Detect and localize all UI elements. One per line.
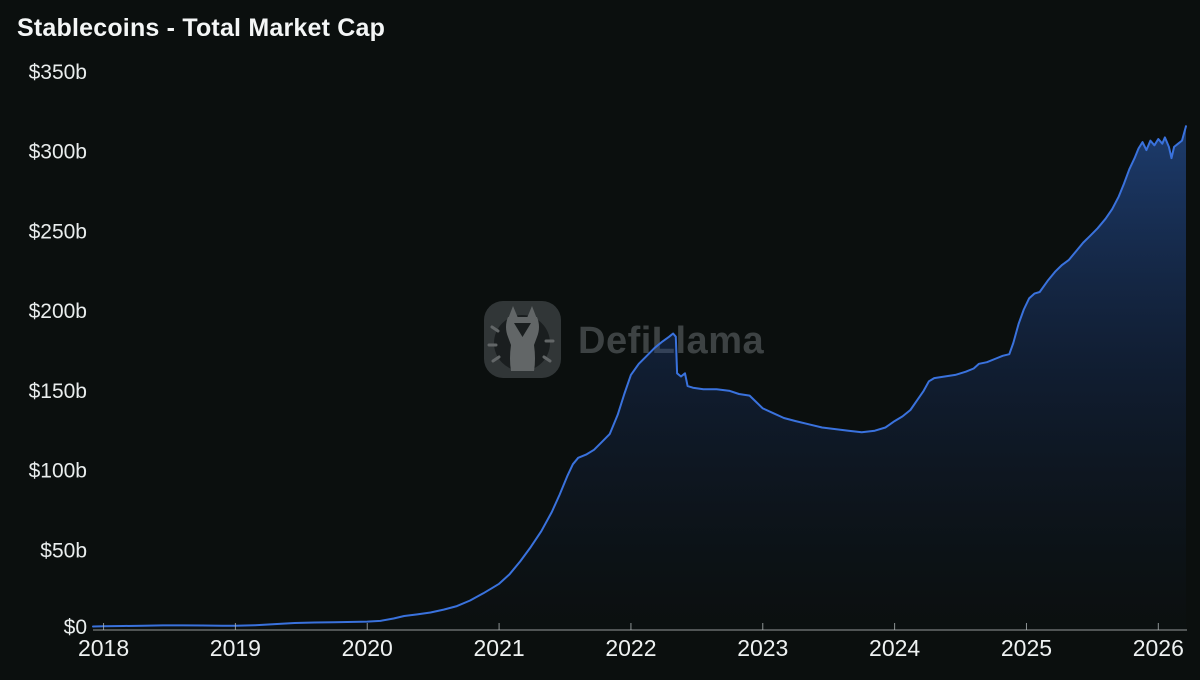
x-axis-tick-label: 2018 bbox=[78, 635, 129, 661]
x-axis-tick-label: 2021 bbox=[473, 635, 524, 661]
x-axis-tick-label: 2026 bbox=[1133, 635, 1184, 661]
y-axis-tick-label: $300b bbox=[29, 141, 87, 164]
x-axis-tick-label: 2025 bbox=[1001, 635, 1052, 661]
x-axis-tick-label: 2024 bbox=[869, 635, 920, 661]
defillama-llama-logo-icon bbox=[484, 301, 561, 378]
watermark: DefiLlama bbox=[484, 301, 764, 378]
x-axis-tick-label: 2019 bbox=[210, 635, 261, 661]
y-axis-tick-label: $150b bbox=[29, 380, 87, 403]
x-axis-ticks: 2018 2019 2020 2021 2022 2023 2024 2025 2026 bbox=[78, 623, 1184, 661]
y-axis-tick-label: $350b bbox=[29, 61, 87, 84]
y-axis-tick-label: $200b bbox=[29, 300, 87, 323]
market-cap-line bbox=[92, 125, 1187, 628]
y-axis-tick-label: $0 bbox=[64, 616, 87, 639]
y-axis-tick-label: $100b bbox=[29, 460, 87, 483]
chart-title: Stablecoins - Total Market Cap bbox=[17, 14, 386, 42]
market-cap-area bbox=[93, 126, 1186, 630]
x-axis-tick-label: 2022 bbox=[605, 635, 656, 661]
y-axis-tick-label: $50b bbox=[40, 539, 87, 562]
x-axis-tick-label: 2023 bbox=[737, 635, 788, 661]
x-axis-tick-label: 2020 bbox=[342, 635, 393, 661]
y-axis-tick-label: $250b bbox=[29, 220, 87, 243]
y-axis-labels: $0 $50b $100b $150b $200b $250b $300b $350b bbox=[29, 61, 87, 639]
